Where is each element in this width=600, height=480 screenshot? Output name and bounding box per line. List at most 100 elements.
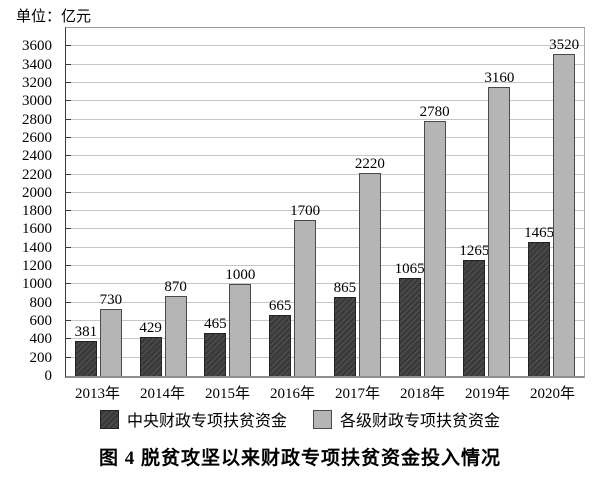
gridline [66, 247, 584, 248]
bar-central-funds: 1465 [524, 225, 554, 376]
gridline [66, 228, 584, 229]
value-label: 1065 [394, 261, 425, 277]
gridline [66, 338, 584, 339]
legend-swatch-light-icon [313, 409, 332, 429]
y-tick-label: 200 [29, 350, 53, 366]
y-axis-tick [66, 45, 71, 46]
value-label: 429 [139, 320, 162, 336]
plot-area: 381 730 429 870 465 1000 665 1700 865 2220 1065 278… [65, 27, 585, 378]
y-axis-tick [66, 357, 71, 358]
bar-all-levels-funds: 730 [100, 292, 122, 376]
y-tick-label: 3400 [22, 57, 52, 73]
bar-all-levels-funds: 870 [164, 279, 187, 376]
legend: 中央财政专项扶贫资金 各级财政专项扶贫资金 [0, 407, 600, 431]
y-axis-tick [66, 265, 71, 266]
x-tick-label: 2016年 [269, 386, 315, 402]
bar-central-funds: 465 [204, 316, 227, 376]
value-label: 865 [333, 280, 357, 296]
bar-all-levels-funds: 1700 [290, 203, 320, 376]
gridline [66, 137, 584, 138]
y-axis-tick [66, 100, 71, 101]
y-tick-label: 2000 [22, 185, 52, 201]
x-tick-label: 2013年 [74, 386, 120, 402]
y-tick-label: 0 [44, 368, 53, 384]
gridline [66, 119, 584, 120]
y-axis-labels: 0 200 400 600 800 1000 1200 1400 1600 1800 2000 220… [0, 28, 58, 384]
gridline [66, 357, 584, 358]
legend-item-central-funds: 中央财政专项扶贫资金 [99, 407, 287, 431]
y-tick-label: 1000 [22, 276, 52, 292]
bar-central-funds: 1065 [395, 261, 425, 376]
bar-group: 865 2220 [325, 28, 390, 376]
x-tick-label: 2015年 [204, 386, 250, 402]
legend-label-all-levels-funds: 各级财政专项扶贫资金 [340, 413, 501, 430]
bar-all-levels-funds: 2220 [355, 156, 385, 376]
bar-all-levels-funds: 3520 [549, 37, 579, 376]
gridline [66, 283, 584, 284]
value-label: 381 [74, 324, 98, 340]
y-tick-label: 3000 [22, 93, 52, 109]
x-tick-label: 2018年 [399, 386, 445, 402]
y-axis-tick [66, 119, 71, 120]
y-axis-tick [66, 210, 71, 211]
value-label: 1000 [225, 267, 256, 283]
x-axis-labels: 2013年 2014年 2015年 2016年 2017年 2018年 2019年 2020年 [65, 382, 585, 403]
figure-caption: 图 4 脱贫攻坚以来财政专项扶贫资金投入情况 [98, 448, 501, 469]
bar-groups: 381 730 429 870 465 1000 665 1700 865 2220 1065 278… [66, 28, 584, 376]
y-axis-tick [66, 137, 71, 138]
x-tick-label: 2019年 [464, 386, 510, 402]
bar-central-funds: 429 [139, 320, 162, 376]
value-label: 2220 [354, 156, 385, 172]
bar-group: 1265 3160 [455, 28, 520, 376]
y-tick-label: 2200 [22, 167, 52, 183]
value-label: 3520 [549, 37, 580, 53]
x-tick-label: 2017年 [334, 386, 380, 402]
gridline [66, 174, 584, 175]
bar-group: 665 1700 [260, 28, 325, 376]
gridline [66, 100, 584, 101]
gridline [66, 64, 584, 65]
value-label: 2780 [419, 104, 450, 120]
y-axis-tick [66, 338, 71, 339]
bar-group: 1065 2780 [390, 28, 455, 376]
y-tick-label: 2600 [22, 130, 52, 146]
bar-group: 381 730 [66, 28, 131, 376]
bar-central-funds: 1265 [459, 243, 489, 376]
y-tick-label: 3600 [22, 38, 52, 54]
legend-swatch-dark-icon [99, 409, 119, 429]
gridline [66, 210, 584, 211]
gridline [66, 192, 584, 193]
y-tick-label: 1600 [22, 221, 52, 237]
y-tick-label: 2800 [22, 112, 52, 128]
y-axis-tick [66, 64, 71, 65]
y-tick-label: 3200 [22, 75, 52, 91]
y-tick-label: 1400 [22, 240, 52, 256]
gridline [66, 320, 584, 321]
gridline [66, 45, 584, 46]
y-axis-tick [66, 192, 71, 193]
y-axis-tick [66, 174, 71, 175]
y-axis-tick [66, 320, 71, 321]
bar-group: 1465 3520 [519, 28, 584, 376]
y-tick-label: 400 [29, 331, 53, 347]
unit-label: 单位：亿元 [16, 9, 92, 25]
gridline [66, 155, 584, 156]
y-tick-label: 1200 [22, 258, 52, 274]
gridline [66, 82, 584, 83]
y-axis-tick [66, 155, 71, 156]
gridline [66, 302, 584, 303]
y-tick-label: 800 [29, 295, 53, 311]
legend-item-all-levels-funds: 各级财政专项扶贫资金 [313, 407, 500, 431]
bar-central-funds: 865 [334, 280, 356, 376]
value-label: 1465 [524, 225, 555, 241]
x-tick-label: 2014年 [139, 386, 185, 402]
bar-group: 465 1000 [196, 28, 261, 376]
x-tick-label: 2020年 [529, 386, 575, 402]
bar-group: 429 870 [131, 28, 196, 376]
value-label: 665 [268, 298, 292, 314]
bar-all-levels-funds: 2780 [420, 104, 450, 376]
bar-central-funds: 665 [269, 298, 291, 376]
value-label: 1265 [459, 243, 490, 259]
value-label: 1700 [290, 203, 321, 219]
